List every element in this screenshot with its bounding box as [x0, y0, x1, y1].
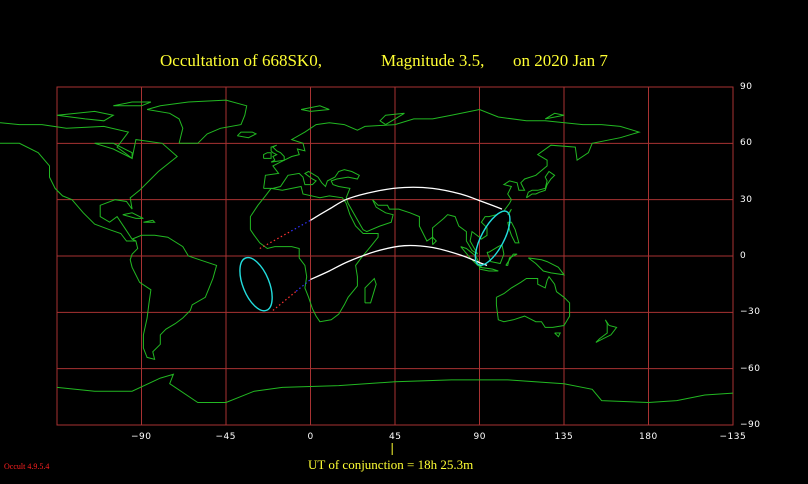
coastline-segment: [544, 112, 565, 120]
x-tick-label: −45: [215, 432, 236, 442]
earth-limb-ellipse-2: [474, 210, 511, 266]
coastline-segment: [113, 101, 152, 107]
coastline-segment: [528, 257, 566, 276]
coastline-segment: [249, 185, 379, 323]
northern-extension-red: [259, 230, 292, 250]
coastline-segment: [595, 319, 618, 343]
coastline-segment: [129, 234, 218, 360]
y-tick-label: 90: [740, 82, 753, 92]
version-label: Occult 4.9.5.4: [4, 462, 50, 471]
southern-extension-red: [272, 290, 297, 311]
x-tick-label: 45: [389, 432, 402, 442]
northern-limit-line: [310, 186, 503, 221]
coastline-segment: [263, 152, 272, 159]
coastline-segment: [236, 131, 258, 139]
coastline-segment: [525, 170, 556, 199]
x-tick-label: 0: [307, 432, 314, 442]
map-title: Occultation of 668SK0, Magnitude 3.5, on…: [0, 51, 808, 75]
coastline-segment: [94, 142, 133, 160]
title-date: on 2020 Jan 7: [513, 51, 608, 70]
coastline-segment: [56, 110, 115, 122]
y-tick-label: 30: [740, 194, 753, 205]
occultation-path: [239, 186, 511, 312]
coastline-segment: [270, 144, 285, 163]
coastline-segment: [507, 221, 520, 244]
conjunction-label: UT of conjunction = 18h 25.3m: [308, 457, 474, 472]
y-tick-label: 0: [740, 251, 747, 261]
coastline-segment: [379, 112, 405, 126]
y-tick-label: −30: [740, 307, 761, 318]
y-tick-label: 60: [740, 138, 753, 149]
coastline-segment: [301, 105, 330, 112]
coastline-segment: [146, 99, 248, 144]
coastline-segment: [0, 122, 178, 242]
coastline-segment: [122, 212, 144, 219]
x-tick-label: 90: [473, 432, 486, 442]
map-frame: [56, 86, 734, 426]
coastline-segment: [505, 253, 518, 266]
southern-limit-line: [310, 244, 488, 281]
title-magnitude: Magnitude 3.5,: [381, 51, 485, 70]
y-tick-label: −90: [740, 420, 761, 430]
coastline-segment: [495, 275, 571, 328]
coastline-segment: [432, 235, 438, 246]
coastlines: [0, 99, 734, 404]
northern-extension-blue: [290, 219, 311, 232]
coastline-segment: [479, 266, 499, 272]
x-tick-label: 135: [554, 432, 574, 442]
x-tick-label: −90: [131, 432, 152, 442]
title-star: Occultation of 668SK0,: [160, 51, 322, 70]
y-tick-label: −60: [740, 363, 761, 374]
coastline-segment: [486, 243, 505, 265]
coastline-segment: [554, 332, 561, 338]
x-tick-label: 180: [639, 432, 658, 442]
southern-extension-blue: [295, 279, 311, 292]
coastline-segment: [263, 108, 641, 255]
coastline-segment: [143, 219, 156, 223]
x-tick-label: −135: [719, 432, 747, 442]
coastline-segment: [364, 277, 377, 304]
earth-limb-ellipse-1: [239, 256, 273, 312]
coastline-segment: [56, 373, 734, 404]
